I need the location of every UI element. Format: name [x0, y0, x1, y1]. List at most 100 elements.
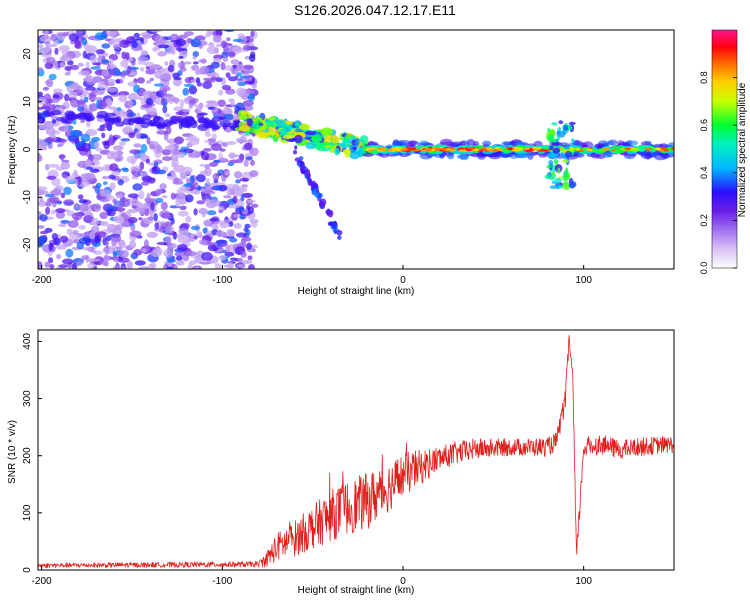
spectrogram-cell [250, 159, 255, 166]
spectrogram-cell [91, 136, 101, 142]
spectrogram-cell [84, 159, 92, 166]
spectrogram-cell [199, 163, 206, 167]
spectrogram-cell [108, 174, 116, 180]
spectrogram-cell [538, 153, 548, 158]
spectrogram-cell [244, 223, 251, 229]
spectrogram-cell [206, 30, 212, 36]
spectrogram-cell [196, 174, 206, 183]
spectrogram-cell [38, 186, 48, 191]
spectrogram-cell [195, 106, 202, 115]
spectrogram-cell [230, 59, 240, 65]
snr-y-tick-label: 0 [22, 567, 33, 573]
spectrogram-cell [424, 147, 431, 151]
spectrogram-cell [138, 266, 150, 269]
spectrogram-cell [112, 198, 117, 204]
spectrogram-cell [152, 47, 158, 52]
colorbar-tick-label: 0.6 [699, 119, 709, 132]
spectrogram-cell [628, 140, 639, 146]
spectrogram-cell [92, 185, 97, 189]
spectrogram-cell [71, 263, 78, 269]
spectrogram-cell [355, 138, 360, 147]
spectrogram-cell [42, 86, 50, 91]
spectrogram-cell [52, 94, 60, 99]
spectrogram-cell [162, 81, 170, 86]
spectrogram-cell [317, 193, 322, 199]
spectrogram-cell [112, 145, 124, 151]
spectrogram-cell [86, 166, 93, 170]
spectrogram-cell [212, 173, 220, 181]
spectrogram-cell [140, 98, 146, 106]
spectrogram-cell [73, 169, 78, 177]
spectrogram-cell [558, 120, 564, 125]
spectrogram-cell [179, 200, 185, 205]
snr-panel: -200 -100 0 100 0 100 200 300 400 Height of str… [7, 329, 675, 596]
spectrogram-cell [53, 88, 63, 94]
spectrogram-cell [201, 251, 213, 261]
spectrogram-cell [101, 59, 110, 64]
spectrogram-cell [116, 107, 122, 112]
spectrogram-cell [157, 51, 167, 57]
spectrogram-cell [237, 257, 243, 263]
spectrogram-cell [128, 240, 137, 249]
spectrogram-cell [175, 198, 181, 208]
spectrogram-cell [103, 254, 109, 262]
spectrogram-cell [108, 106, 118, 110]
spectrogram-cell [562, 173, 570, 182]
snr-y-tick-label: 100 [22, 504, 33, 521]
spectrogram-cell [85, 86, 96, 91]
spectrogram-cell [550, 171, 556, 176]
spectrogram-cell [45, 78, 54, 88]
spectrogram-cell [87, 263, 96, 269]
spectrogram-cell [106, 30, 117, 37]
spectrogram-cell [180, 230, 190, 236]
spectrogram-cell [150, 30, 162, 33]
spectrogram-cell [89, 104, 94, 111]
spectrogram-cell [112, 266, 120, 269]
spectrogram-cell [238, 206, 245, 212]
spectrogram-cell [311, 180, 317, 187]
spectrogram-cell [194, 266, 200, 269]
spectrogram-cell [56, 253, 61, 260]
spectrogram-cell [85, 61, 90, 70]
colorbar-tick-label: 0.2 [699, 214, 709, 227]
spectrogram-cell [110, 38, 122, 44]
spectrogram-cell [249, 54, 256, 62]
snr-frame [37, 329, 675, 571]
spectrogram-y-tick-label: 20 [22, 48, 33, 60]
spectrogram-cell [242, 185, 248, 193]
spectrogram-cell [116, 206, 124, 213]
spectrogram-cell [176, 187, 185, 197]
spectrogram-cell [202, 81, 213, 89]
spectrogram-cell [162, 87, 167, 96]
spectrogram-cell [196, 231, 203, 238]
snr-series-line [38, 334, 674, 568]
spectrogram-cell [212, 34, 222, 43]
spectrogram-cell [38, 106, 45, 111]
spectrogram-cell [88, 231, 97, 240]
spectrogram-cell [244, 80, 255, 85]
spectrogram-cell [81, 112, 94, 118]
spectrogram-cell [160, 222, 168, 228]
spectrogram-cell [210, 143, 222, 151]
spectrogram-cell [544, 174, 551, 180]
spectrogram-cell [129, 149, 141, 155]
spectrogram-cell [439, 138, 453, 146]
spectrogram-cell [239, 177, 249, 182]
spectrogram-cell [228, 154, 240, 158]
spectrogram-cell [59, 154, 65, 161]
spectrogram-cell [55, 208, 66, 214]
spectrogram-cell [213, 159, 221, 163]
spectrogram-cell [107, 156, 114, 160]
spectrogram-cell [243, 64, 254, 70]
spectrogram-cell [132, 183, 143, 191]
spectrogram-cell [171, 158, 179, 166]
spectrogram-cell [182, 254, 190, 262]
spectrogram-cell [142, 114, 152, 121]
spectrogram-cell [107, 87, 117, 93]
spectrogram-cell [246, 199, 256, 204]
spectrogram-cell [242, 44, 252, 51]
snr-y-tick-label: 400 [22, 333, 33, 350]
spectrogram-cell [215, 186, 221, 191]
spectrogram-cell [440, 147, 447, 151]
spectrogram-cell [179, 34, 189, 39]
